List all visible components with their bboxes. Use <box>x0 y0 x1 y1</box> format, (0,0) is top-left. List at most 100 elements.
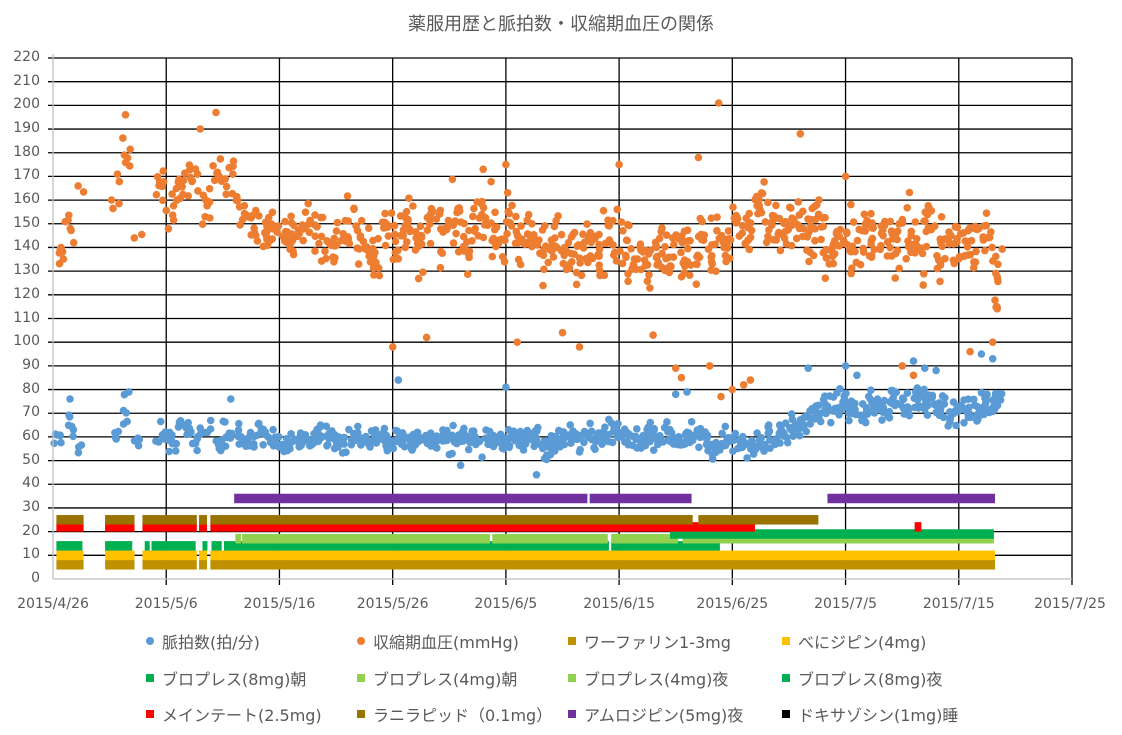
data-point <box>803 246 811 254</box>
data-point <box>287 430 295 438</box>
data-point <box>914 404 923 412</box>
data-point <box>355 245 364 253</box>
data-point <box>514 238 522 247</box>
x-tick-label: 2015/5/26 <box>356 596 429 612</box>
data-point <box>465 247 474 256</box>
x-tick-label: 2015/7/25 <box>1034 596 1106 612</box>
data-point <box>179 176 188 185</box>
data-point <box>604 216 612 224</box>
data-point <box>359 237 368 246</box>
data-point <box>558 328 567 337</box>
data-point <box>922 242 931 251</box>
data-point <box>74 448 83 457</box>
data-point <box>982 209 991 217</box>
data-point <box>287 219 296 227</box>
data-point <box>866 395 875 403</box>
legend-item: アムロジピン(5mg)夜 <box>568 702 743 726</box>
data-point <box>426 239 435 248</box>
data-point <box>695 253 704 262</box>
data-point <box>496 236 504 244</box>
data-point <box>479 165 488 174</box>
data-point <box>775 228 783 237</box>
data-point <box>905 188 914 197</box>
data-point <box>381 241 390 250</box>
data-point <box>845 416 853 425</box>
y-tick-label: 170 <box>13 167 40 184</box>
data-point <box>417 233 426 241</box>
data-point <box>364 224 373 232</box>
data-point <box>979 233 987 241</box>
data-point <box>269 225 277 233</box>
data-point <box>212 108 220 117</box>
data-point <box>795 431 804 440</box>
data-point <box>713 226 721 235</box>
data-point <box>505 441 514 450</box>
data-point <box>564 238 573 247</box>
chart-plot <box>48 54 1073 585</box>
data-point <box>792 234 801 243</box>
data-point <box>893 246 902 255</box>
medication-bar-segment <box>56 522 84 532</box>
data-point <box>969 224 977 232</box>
data-point <box>705 362 714 370</box>
data-point <box>250 443 258 451</box>
medication-bar-segment <box>234 493 588 504</box>
data-point <box>783 438 792 447</box>
data-point <box>732 217 740 225</box>
data-point <box>630 263 638 271</box>
data-point <box>966 347 974 356</box>
data-point <box>775 421 784 429</box>
data-point <box>981 395 990 404</box>
data-point <box>196 125 204 133</box>
medication-bar-segment <box>827 493 996 504</box>
data-point <box>528 220 536 228</box>
data-point <box>714 99 723 107</box>
x-tick-label: 2015/6/15 <box>583 596 655 612</box>
data-point <box>921 217 929 226</box>
data-point <box>572 268 581 277</box>
data-point <box>121 111 130 119</box>
data-point <box>944 422 952 430</box>
data-point <box>860 416 868 424</box>
data-point <box>422 333 431 342</box>
legend-item: ブロプレス(4mg)夜 <box>568 666 728 690</box>
data-point <box>322 254 330 263</box>
data-point <box>524 435 533 444</box>
data-point <box>776 439 784 447</box>
data-point <box>937 213 946 221</box>
medication-bar-segment <box>670 529 994 539</box>
data-point <box>347 440 356 449</box>
data-point <box>390 230 399 239</box>
data-point <box>153 173 162 181</box>
data-point <box>692 280 701 289</box>
legend-label: 収縮期血圧(mmHg) <box>373 633 519 652</box>
data-point <box>544 258 552 267</box>
data-point <box>988 355 997 363</box>
data-point <box>842 228 851 236</box>
data-point <box>654 258 663 267</box>
data-point <box>683 388 691 396</box>
data-point <box>542 242 550 250</box>
data-point <box>708 252 716 260</box>
data-point <box>405 194 413 202</box>
data-point <box>713 213 721 221</box>
data-point <box>614 420 622 428</box>
data-point <box>933 252 941 260</box>
data-point <box>549 253 558 261</box>
medication-bar-segment <box>611 541 720 551</box>
data-point <box>115 199 123 208</box>
data-point <box>316 213 325 222</box>
data-point <box>174 423 183 431</box>
data-point <box>746 376 755 384</box>
data-point <box>213 168 222 177</box>
data-point <box>259 441 268 449</box>
legend-item: 収縮期血圧(mmHg) <box>357 629 519 653</box>
data-point <box>621 438 629 446</box>
data-point <box>367 427 376 435</box>
data-point <box>911 388 920 397</box>
data-point <box>374 234 382 243</box>
data-point <box>288 230 296 238</box>
data-point <box>878 416 886 424</box>
data-point <box>867 386 875 395</box>
medication-bar-segment <box>105 522 135 532</box>
